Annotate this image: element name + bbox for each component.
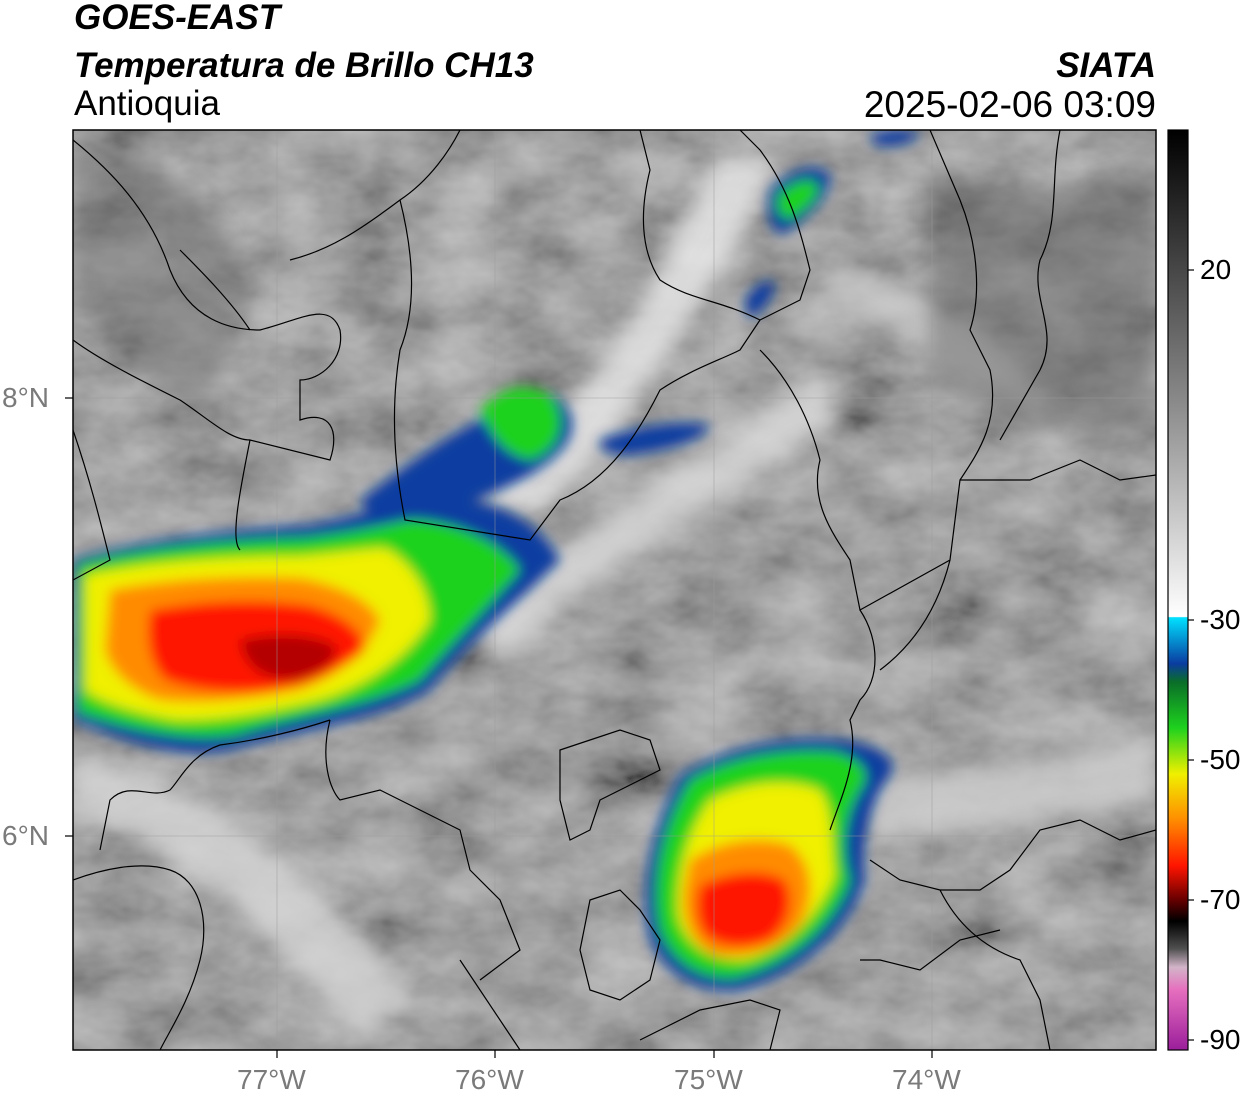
title-line-2: Temperatura de Brillo CH13 [74, 46, 534, 85]
colorbar-tick-label: -30 [1200, 604, 1241, 635]
colorbar-tick-label: -50 [1200, 744, 1241, 775]
storm-west [73, 387, 573, 753]
colorbar-tick-label: -90 [1200, 1024, 1241, 1055]
timestamp-label: 2025-02-06 03:09 [863, 84, 1156, 125]
lon-tick-label: 74°W [892, 1064, 961, 1095]
gridlines [73, 130, 1156, 1050]
colorbar-tick-label: -70 [1200, 884, 1241, 915]
colorbar [1168, 130, 1188, 1050]
lat-tick-label: 6°N [2, 820, 49, 851]
lat-tick-label: 8°N [2, 382, 49, 413]
lon-tick-label: 75°W [674, 1064, 743, 1095]
lon-tick-label: 77°W [237, 1064, 306, 1095]
lon-tick-label: 76°W [455, 1064, 524, 1095]
title-line-1: GOES-EAST [74, 0, 281, 37]
storm-north-cells [599, 130, 920, 455]
organization-label: SIATA [1056, 46, 1156, 85]
colorbar-tick-label: 20 [1200, 254, 1232, 285]
colorbar-ticks [1188, 269, 1194, 1041]
region-label: Antioquia [74, 84, 220, 123]
storm-east [645, 738, 893, 991]
map-frame [72, 129, 1157, 1051]
boundaries [73, 130, 1156, 1050]
tick-marks [65, 397, 933, 1058]
